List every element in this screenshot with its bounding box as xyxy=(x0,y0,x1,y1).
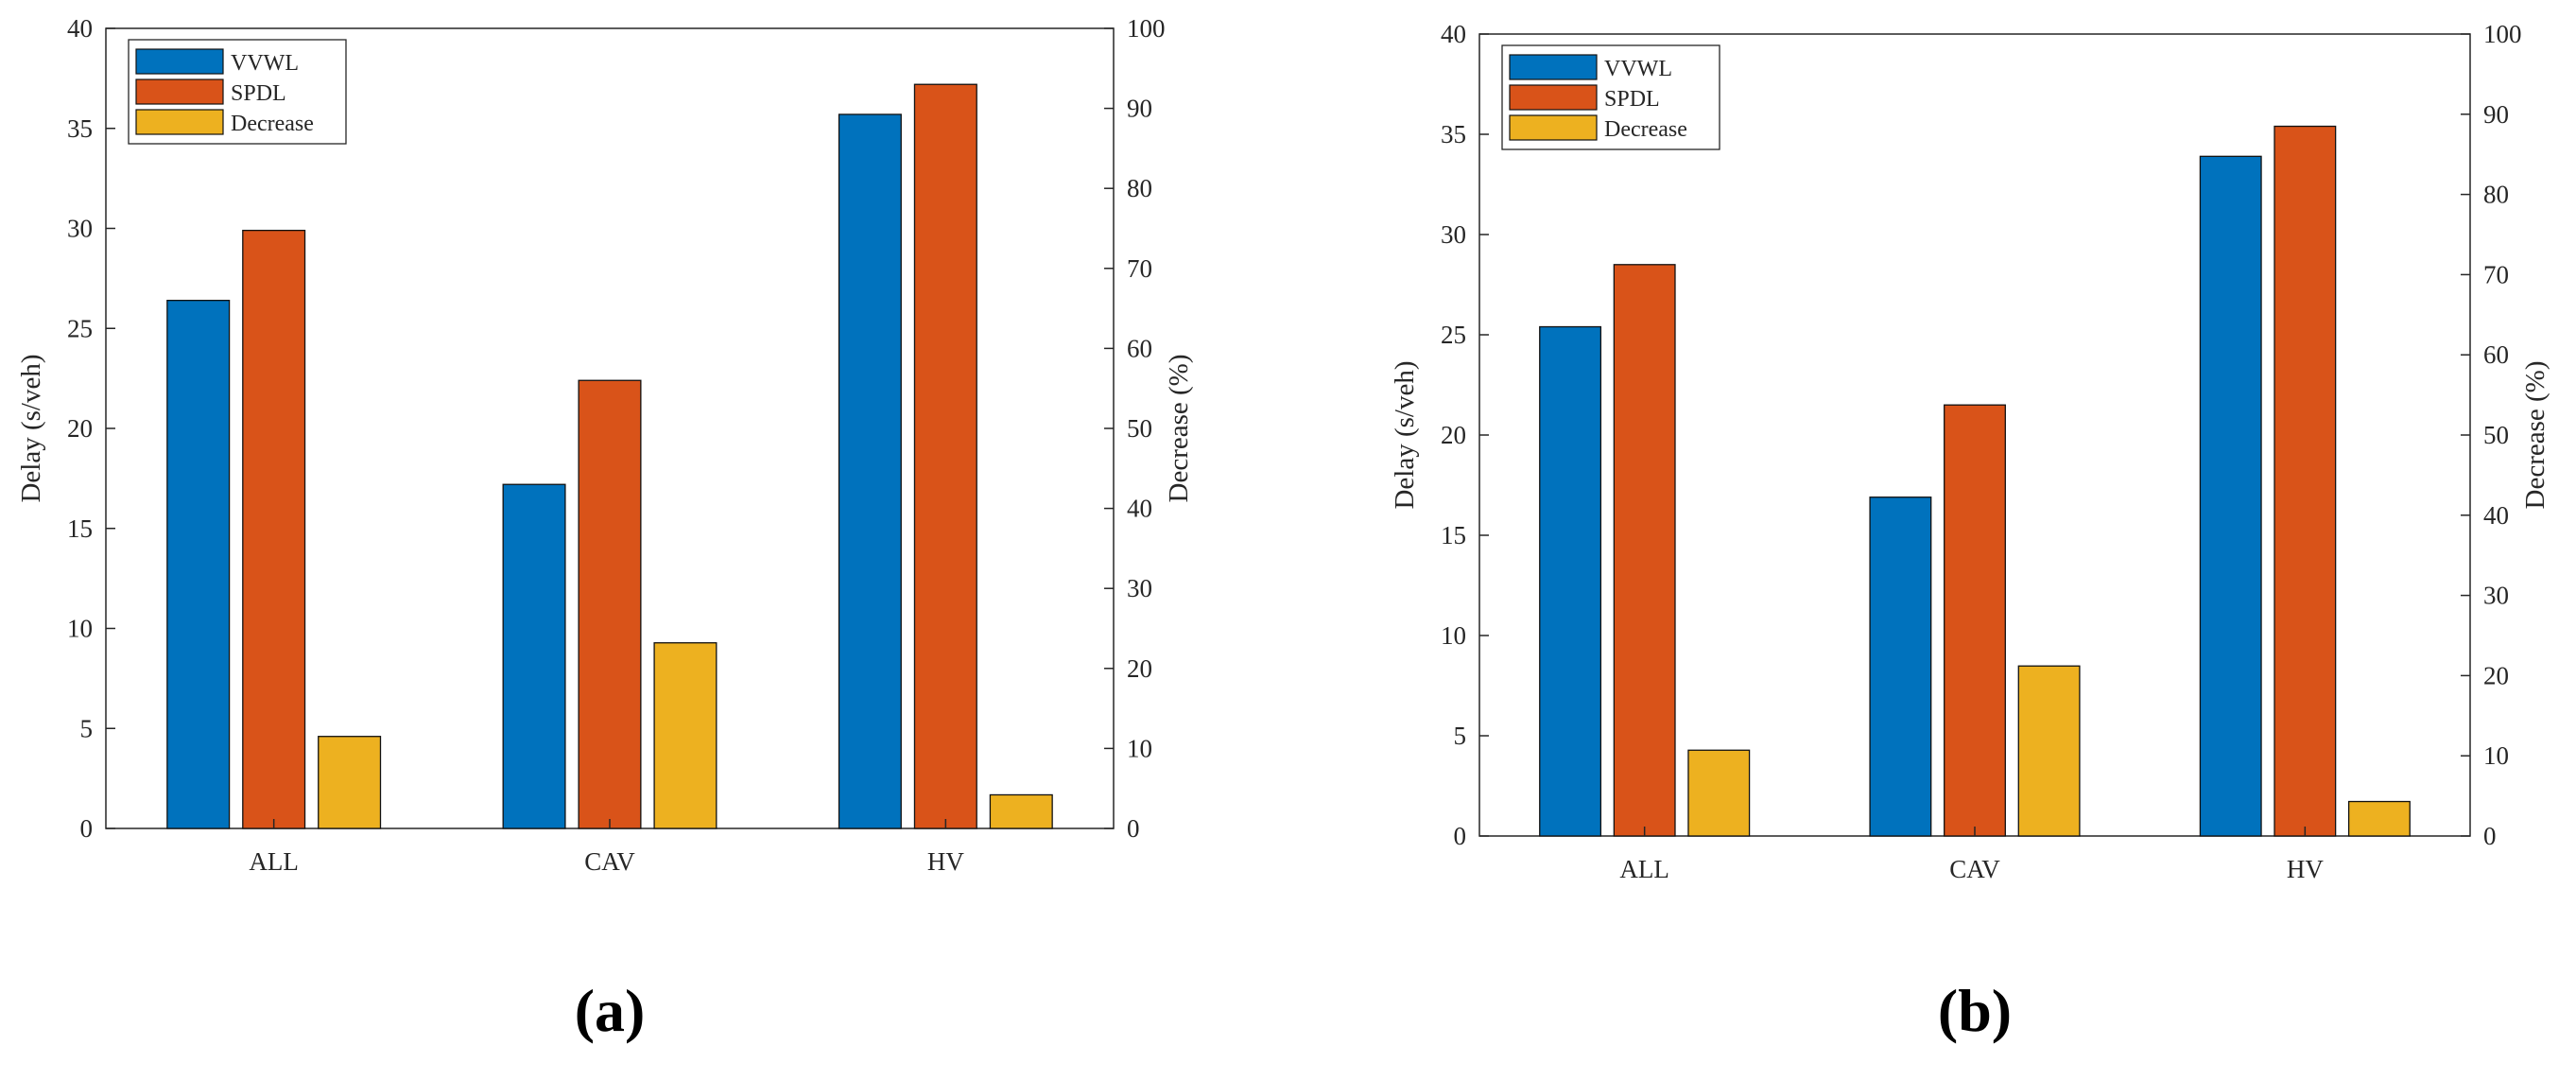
y2-tick-label: 50 xyxy=(1127,414,1152,443)
y2-tick-label: 100 xyxy=(2483,20,2522,48)
y2-tick-label: 30 xyxy=(2483,582,2509,610)
y2-tick-label: 60 xyxy=(2483,340,2509,369)
y2-tick-label: 40 xyxy=(2483,501,2509,530)
legend-label-vvwl: VVWL xyxy=(1604,57,1672,81)
x-tick-label: ALL xyxy=(1619,855,1668,883)
legend-swatch-vvwl xyxy=(1509,54,1598,80)
legend-label-decrease: Decrease xyxy=(231,112,314,136)
y-tick-label: 25 xyxy=(1441,321,1466,349)
y2-tick-label: 90 xyxy=(2483,100,2509,129)
y-tick-label: 0 xyxy=(1454,822,1467,850)
y2-tick-label: 0 xyxy=(1127,814,1140,843)
x-tick-label: HV xyxy=(2287,855,2324,883)
x-tick-label: HV xyxy=(927,847,964,876)
bar-decrease-all xyxy=(1687,749,1751,837)
y-tick-label: 5 xyxy=(80,714,94,742)
y-axis-title: Delay (s/veh) xyxy=(1390,360,1420,509)
y2-tick-label: 10 xyxy=(1127,734,1152,762)
chart-panel-a: 0 5 10 15 20 25 30 35 40 0 10 20 30 40 50 60 70 80 90 100 De… xyxy=(16,14,1194,876)
y2-tick-label: 100 xyxy=(1127,14,1166,43)
bar-spdl-cav xyxy=(1944,404,2006,837)
y-tick-label: 15 xyxy=(1441,521,1466,549)
bar-decrease-all xyxy=(318,736,382,829)
y2-axis-title: Decrease (%) xyxy=(2520,361,2550,510)
y2-axis-title: Decrease (%) xyxy=(1164,355,1194,503)
y2-tick-label: 20 xyxy=(1127,654,1152,683)
bar-vvwl-hv xyxy=(2199,155,2262,837)
y-tick-label: 30 xyxy=(1441,220,1466,249)
y-tick-label: 10 xyxy=(1441,621,1466,650)
bar-spdl-all xyxy=(242,229,306,829)
y-tick-label: 15 xyxy=(67,514,93,543)
y2-tick-label: 0 xyxy=(2483,822,2497,850)
bar-vvwl-all xyxy=(1539,325,1602,837)
y-tick-label: 10 xyxy=(67,615,93,643)
legend-label-spdl: SPDL xyxy=(231,81,286,106)
y-tick-label: 25 xyxy=(67,314,93,342)
y2-tick-label: 70 xyxy=(2483,260,2509,288)
bar-vvwl-hv xyxy=(838,113,902,829)
panel-label-close-paren: ) xyxy=(1992,977,2012,1044)
legend-swatch-spdl xyxy=(1509,84,1598,111)
y2-tick-label: 10 xyxy=(2483,741,2509,770)
y2-tick-label: 50 xyxy=(2483,421,2509,449)
y-tick-label: 35 xyxy=(1441,120,1466,148)
y2-tick-label: 80 xyxy=(2483,181,2509,209)
y2-tick-label: 80 xyxy=(1127,174,1152,202)
panel-label-letter: a xyxy=(595,977,625,1044)
panel-label-close-paren: ) xyxy=(625,977,645,1044)
legend-swatch-vvwl xyxy=(135,48,224,75)
panel-label-open-paren: ( xyxy=(1938,977,1958,1044)
y2-tick-label: 90 xyxy=(1127,95,1152,123)
bar-spdl-hv xyxy=(2273,125,2337,837)
y-axis-title: Delay (s/veh) xyxy=(16,354,46,502)
bar-decrease-cav xyxy=(653,642,717,829)
x-tick-label: CAV xyxy=(1949,855,2000,883)
legend-label-spdl: SPDL xyxy=(1604,87,1660,112)
y2-tick-label: 70 xyxy=(1127,254,1152,283)
bar-decrease-cav xyxy=(2017,665,2081,837)
bar-vvwl-all xyxy=(166,299,231,829)
bar-vvwl-cav xyxy=(502,483,566,829)
x-tick-label: ALL xyxy=(249,847,298,876)
panel-label-letter: b xyxy=(1958,977,1992,1044)
bar-decrease-hv xyxy=(2347,800,2411,837)
y-tick-label: 40 xyxy=(1441,20,1466,48)
y-tick-label: 20 xyxy=(67,414,93,443)
y2-tick-label: 20 xyxy=(2483,661,2509,689)
chart-panel-b: 0 5 10 15 20 25 30 35 40 0 10 20 30 40 50 60 70 80 90 100 De… xyxy=(1390,20,2550,883)
y2-tick-label: 60 xyxy=(1127,334,1152,362)
y2-tick-label: 30 xyxy=(1127,574,1152,602)
y-tick-label: 20 xyxy=(1441,421,1466,449)
x-tick-label: CAV xyxy=(584,847,635,876)
legend-swatch-decrease xyxy=(1509,114,1598,141)
bar-spdl-all xyxy=(1613,264,1676,837)
bar-decrease-hv xyxy=(989,793,1053,829)
panel-label-a: (a) xyxy=(575,977,646,1044)
y-tick-label: 35 xyxy=(67,114,93,143)
legend-label-decrease: Decrease xyxy=(1604,117,1687,142)
legend-label-vvwl: VVWL xyxy=(231,51,299,76)
bar-vvwl-cav xyxy=(1869,496,1932,837)
bar-spdl-cav xyxy=(578,379,642,829)
y-tick-label: 0 xyxy=(80,814,94,843)
y-tick-label: 40 xyxy=(67,14,93,43)
legend-swatch-decrease xyxy=(135,109,224,135)
panel-label-b: (b) xyxy=(1938,977,2012,1044)
y-tick-label: 30 xyxy=(67,215,93,243)
legend-swatch-spdl xyxy=(135,78,224,105)
panel-label-open-paren: ( xyxy=(575,977,595,1044)
y-tick-label: 5 xyxy=(1454,722,1467,750)
y2-tick-label: 40 xyxy=(1127,495,1152,523)
bar-spdl-hv xyxy=(913,83,977,829)
